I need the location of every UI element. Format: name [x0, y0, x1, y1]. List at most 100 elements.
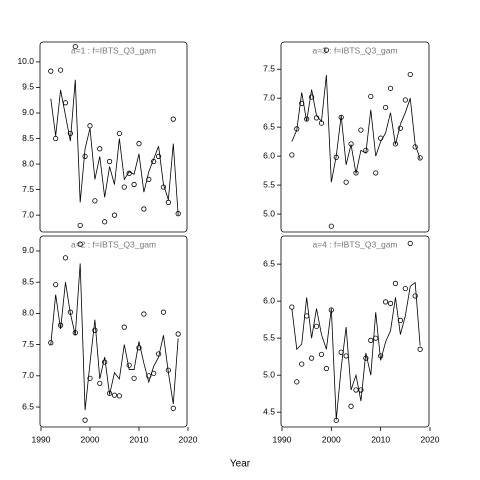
data-point: [116, 130, 122, 137]
data-point: [353, 170, 359, 176]
data-point: [170, 116, 176, 122]
y-tick-label: 9.0: [22, 107, 34, 117]
data-point: [417, 155, 423, 161]
y-tick-label: 8.0: [22, 308, 34, 318]
y-tick-label: 6.5: [263, 121, 275, 131]
x-tick-label: 2020: [421, 434, 440, 444]
data-point: [348, 403, 354, 409]
fitted-line: [50, 79, 179, 216]
data-point: [392, 280, 399, 286]
x-tick-label: 2000: [81, 434, 100, 444]
y-tick-label: 7.0: [22, 370, 34, 380]
data-point: [77, 241, 83, 247]
panel-frame: [280, 235, 430, 428]
data-point: [382, 104, 389, 111]
data-point: [131, 375, 137, 381]
y-tick-label: 9.5: [22, 82, 34, 92]
data-point: [77, 222, 83, 228]
data-point: [368, 93, 374, 100]
y-tick-label: 7.5: [22, 339, 34, 349]
data-point: [373, 170, 379, 176]
data-point: [126, 362, 132, 368]
data-point: [102, 219, 108, 225]
data-point: [165, 199, 171, 205]
y-tick-label: 6.5: [22, 401, 34, 411]
data-point: [121, 324, 127, 330]
data-point: [308, 94, 315, 100]
data-point: [313, 323, 320, 329]
data-point: [62, 255, 69, 261]
data-point: [358, 127, 364, 133]
panel-title: a=3 : f=IBTS_Q3_gam: [312, 45, 397, 55]
data-point: [343, 179, 349, 185]
panel-frame: [39, 41, 188, 233]
data-point: [92, 327, 98, 333]
data-point: [111, 212, 118, 218]
data-point: [368, 337, 374, 343]
data-point: [402, 285, 408, 292]
data-point: [328, 223, 334, 229]
data-point: [417, 346, 423, 352]
data-point: [121, 184, 127, 190]
data-point: [294, 126, 300, 132]
data-point: [308, 355, 315, 361]
y-tick-label: 7.0: [263, 92, 275, 102]
data-point: [67, 130, 73, 137]
data-point: [353, 387, 359, 393]
data-point: [53, 135, 59, 142]
data-point: [136, 141, 142, 147]
data-point: [82, 417, 88, 423]
data-point: [111, 392, 118, 398]
x-axis-label: Year: [230, 459, 251, 470]
fitted-line: [291, 74, 421, 183]
y-tick-label: 5.5: [263, 179, 275, 189]
data-point: [170, 405, 176, 411]
panel-frame: [280, 41, 430, 233]
data-point: [141, 206, 147, 212]
data-point: [299, 361, 305, 367]
data-point: [392, 141, 399, 147]
y-tick-label: 9.0: [22, 245, 34, 255]
y-tick-label: 5.0: [263, 369, 275, 379]
data-point: [97, 380, 103, 386]
panel-title: a=1 : f=IBTS_Q3_gam: [71, 45, 156, 55]
data-point: [141, 311, 147, 317]
data-point: [87, 123, 93, 129]
y-tick-label: 7.5: [22, 184, 34, 194]
y-tick-label: 7.0: [22, 209, 34, 219]
data-point: [397, 125, 403, 131]
data-point: [387, 85, 394, 91]
y-tick-label: 6.0: [263, 295, 275, 305]
data-point: [387, 300, 394, 306]
y-tick-label: 7.5: [263, 63, 275, 73]
data-point: [87, 375, 93, 381]
y-tick-label: 10.0: [17, 56, 34, 66]
y-tick-label: 6.5: [263, 258, 275, 268]
y-tick-label: 5.0: [263, 208, 275, 218]
panel-title: a=4 : f=IBTS_Q3_gam: [312, 239, 397, 249]
data-point: [323, 47, 329, 53]
data-point: [323, 365, 329, 372]
data-point: [402, 97, 408, 103]
y-tick-label: 5.5: [263, 332, 275, 342]
y-tick-label: 8.0: [22, 158, 34, 168]
y-tick-label: 6.0: [263, 150, 275, 160]
data-point: [155, 153, 162, 160]
y-tick-label: 8.5: [22, 276, 34, 286]
data-point: [106, 390, 113, 396]
x-tick-label: 2000: [322, 434, 341, 444]
panel-title: a=2 : f=IBTS_Q3_gam: [71, 239, 156, 249]
data-point: [106, 158, 113, 165]
x-tick-label: 2010: [371, 434, 390, 444]
data-point: [97, 146, 103, 152]
data-point: [136, 345, 142, 351]
fitted-line: [291, 281, 421, 420]
data-point: [294, 379, 300, 385]
y-tick-label: 8.5: [22, 133, 34, 143]
data-point: [57, 67, 64, 73]
data-point: [289, 152, 295, 158]
x-tick-label: 2020: [179, 434, 198, 444]
data-point: [116, 393, 122, 399]
data-point: [412, 293, 418, 299]
